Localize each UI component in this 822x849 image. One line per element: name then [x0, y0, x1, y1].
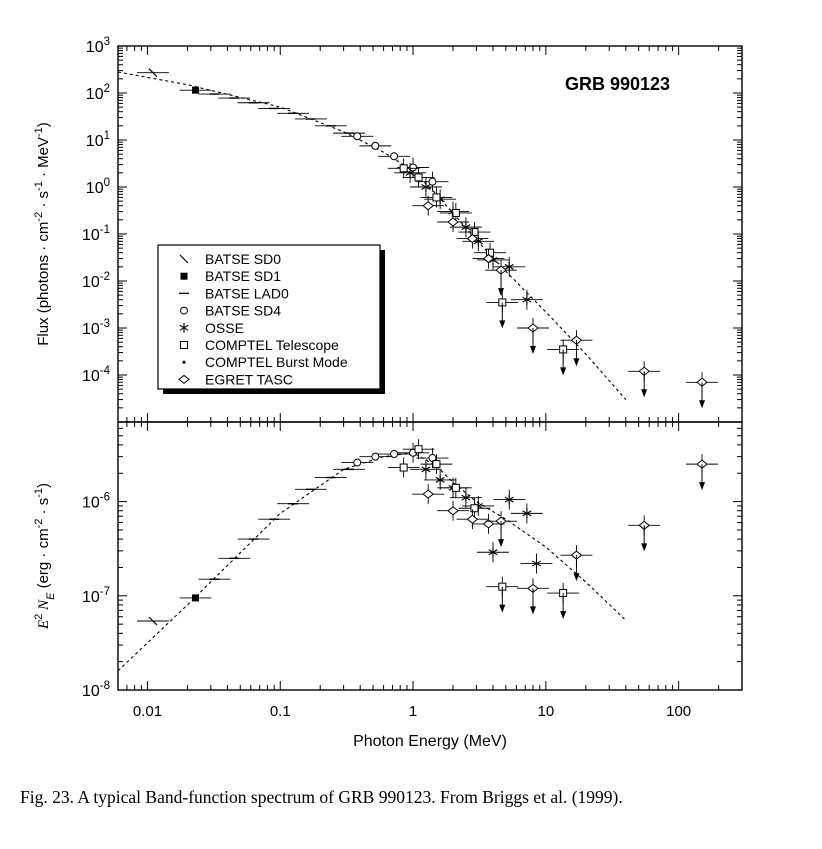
marker-circle — [371, 452, 380, 461]
marker-diamond — [422, 201, 434, 211]
marker-asterisk — [179, 324, 189, 331]
marker-square — [451, 208, 460, 217]
x-tick-label: 1 — [409, 703, 417, 720]
marker-asterisk — [435, 476, 445, 483]
marker-diamond — [466, 514, 479, 524]
marker-filled-square — [180, 272, 188, 280]
marker-asterisk — [461, 224, 471, 231]
x-axis-label: Photon Energy (MeV) — [353, 733, 507, 750]
marker-diamond — [466, 233, 479, 244]
marker-square — [414, 445, 423, 454]
upper-limit-arrowhead — [560, 367, 567, 376]
upper-limit-arrowhead — [529, 606, 536, 615]
upper-limit-arrowhead — [499, 320, 506, 329]
marker-slash — [179, 254, 189, 264]
x-tick-label: 0.1 — [270, 703, 291, 720]
legend-label: BATSE LAD0 — [205, 285, 289, 301]
legend-label: BATSE SD4 — [205, 303, 281, 319]
bottom-plot-frame — [117, 421, 743, 691]
marker-circle — [353, 132, 362, 141]
marker-asterisk — [488, 549, 498, 556]
data-points — [137, 68, 718, 626]
marker-asterisk — [421, 466, 431, 473]
marker-square — [470, 504, 479, 513]
upper-limit-arrowhead — [573, 573, 580, 582]
marker-slash — [148, 616, 158, 626]
marker-circle — [353, 458, 362, 467]
y-tick-label: 101 — [86, 130, 110, 150]
marker-asterisk — [504, 263, 514, 270]
marker-diamond — [482, 519, 495, 529]
marker-asterisk — [522, 296, 532, 303]
x-tick-label: 10 — [538, 703, 555, 720]
chart-title: GRB 990123 — [565, 74, 670, 94]
y-tick-label: 100 — [86, 177, 110, 197]
upper-limit-arrowhead — [498, 288, 505, 297]
y-tick-label: 10-6 — [82, 492, 110, 512]
marker-square — [180, 341, 188, 349]
bottom-y-axis-label: E2 NE (erg · cm-2 · s-1) — [33, 483, 57, 630]
marker-asterisk — [504, 496, 514, 503]
marker-filled-square — [191, 86, 199, 94]
marker-circle — [428, 177, 437, 186]
y-tick-label: 10-7 — [82, 586, 110, 606]
marker-diamond — [178, 374, 190, 385]
marker-circle — [180, 306, 188, 315]
upper-limit-arrowhead — [641, 543, 648, 552]
marker-dot — [182, 360, 186, 364]
upper-limit-arrowhead — [699, 400, 706, 409]
y-tick-label: 10-4 — [82, 365, 111, 385]
y-tick-label: 10-3 — [82, 318, 110, 338]
upper-limit-arrowhead — [699, 482, 706, 491]
legend-label: EGRET TASC — [205, 371, 293, 387]
marker-circle — [390, 450, 399, 459]
marker-square — [399, 463, 408, 472]
marker-asterisk — [461, 494, 471, 501]
marker-asterisk — [421, 184, 431, 190]
marker-circle — [390, 152, 399, 161]
upper-limit-arrowhead — [573, 358, 580, 367]
upper-limit-arrowhead — [498, 539, 505, 548]
band-spectrum-figure: 0.01 0.1 1 10 100 103 102 101 100 10-1 10-2 10-3 10-… — [33, 36, 743, 750]
marker-square — [414, 173, 423, 182]
y-tick-label: 102 — [86, 83, 110, 103]
y-tick-label: 10-1 — [82, 224, 110, 244]
axis-labels: 0.01 0.1 1 10 100 103 102 101 100 10-1 10-2 10-3 10-… — [82, 36, 691, 720]
marker-diamond — [422, 489, 434, 499]
legend-label: COMPTEL Telescope — [205, 337, 339, 353]
figure-caption: Fig. 23. A typical Band-function spectru… — [20, 787, 623, 807]
marker-asterisk — [473, 238, 483, 245]
model-curve — [117, 452, 627, 672]
x-tick-label: 100 — [666, 703, 691, 720]
x-tick-label: 0.01 — [133, 703, 162, 720]
upper-limit-arrowhead — [499, 604, 506, 613]
legend-label: BATSE SD1 — [205, 268, 281, 284]
marker-filled-square — [191, 594, 199, 602]
upper-limit-arrowhead — [641, 389, 648, 398]
y-tick-label: 103 — [86, 36, 110, 56]
legend-label: COMPTEL Burst Mode — [205, 354, 348, 370]
axis-ticks — [117, 45, 743, 691]
marker-diamond — [482, 253, 495, 264]
marker-square — [432, 193, 441, 202]
legend-label: BATSE SD0 — [205, 251, 281, 267]
upper-limit-arrowhead — [560, 611, 567, 620]
marker-slash — [148, 68, 158, 78]
marker-diamond — [447, 217, 459, 227]
marker-square — [399, 164, 408, 173]
marker-asterisk — [405, 169, 415, 176]
upper-limit-arrowhead — [529, 346, 536, 354]
marker-circle — [371, 141, 380, 150]
marker-square — [432, 460, 441, 469]
legend-label: OSSE — [205, 320, 244, 336]
marker-asterisk — [522, 510, 532, 517]
marker-diamond — [447, 506, 459, 516]
marker-square — [451, 483, 460, 492]
y-tick-label: 10-8 — [82, 680, 110, 700]
marker-asterisk — [531, 560, 542, 567]
y-tick-label: 10-2 — [82, 271, 110, 291]
top-y-axis-label: Flux (photons · cm-2 · s-1 · MeV-1) — [33, 122, 52, 346]
